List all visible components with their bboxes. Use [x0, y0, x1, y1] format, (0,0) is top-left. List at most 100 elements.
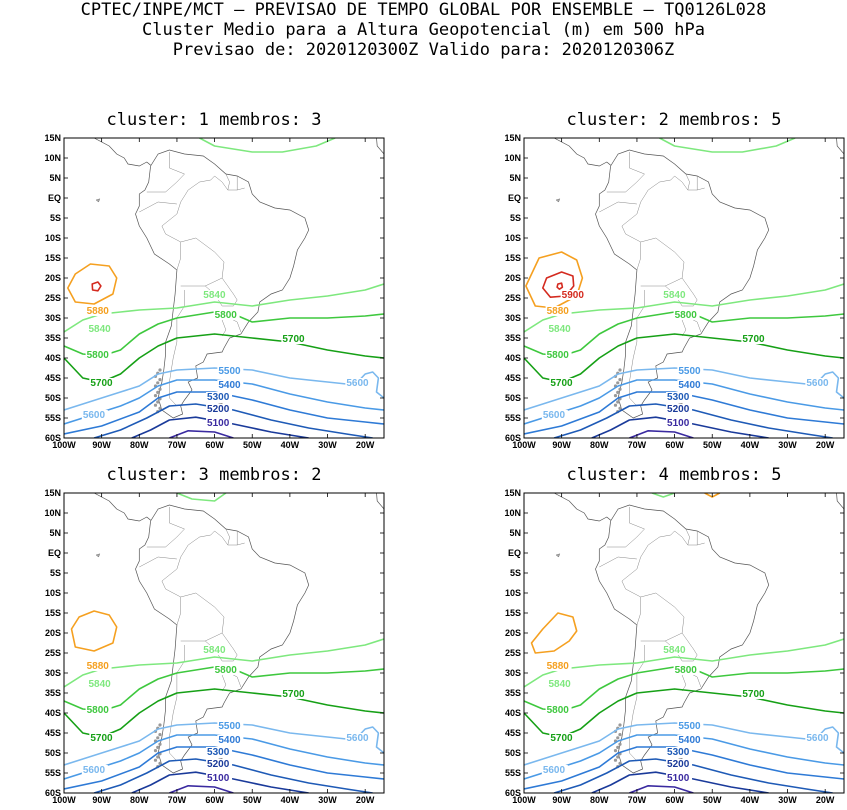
island — [555, 198, 561, 203]
contour-label: 5880 — [547, 661, 570, 672]
lon-label: 80W — [590, 440, 609, 450]
geopotential-map: 5880 5840 5840 5800 5800 5700 5700 5600 5600 5500… — [44, 133, 385, 450]
map-panel-4: cluster: 4 membros: 5 5880 5840 5840 5800 580… — [484, 465, 847, 810]
lon-label: 60W — [665, 440, 684, 450]
contour-line — [176, 493, 227, 502]
lat-label: 5S — [50, 213, 61, 223]
panel-title: cluster: 1 membros: 3 — [106, 110, 322, 130]
lat-label: 5N — [49, 528, 61, 538]
archipelago-mark — [158, 723, 162, 727]
contour-label-bg — [547, 324, 574, 334]
lat-label: 40S — [45, 708, 61, 718]
lat-label: 10N — [44, 508, 61, 518]
lat-label: EQ — [48, 548, 61, 558]
archipelago-mark — [618, 406, 622, 410]
archipelago-mark — [153, 749, 158, 753]
contour-label: 5600 — [346, 378, 369, 389]
contour-label: 5800 — [675, 665, 698, 676]
lat-label: 50S — [45, 748, 61, 758]
coastline — [582, 138, 585, 139]
country-border — [161, 530, 215, 626]
contour-label-bg — [85, 661, 112, 671]
lat-label: EQ — [508, 548, 521, 558]
contour-label: 5300 — [207, 392, 230, 403]
lat-label: 35S — [45, 688, 61, 698]
map-frame — [63, 137, 385, 439]
contour-label: 5100 — [667, 418, 690, 429]
archipelago-mark — [613, 758, 618, 762]
header-line-3: Previsao de: 2020120300Z Valido para: 20… — [172, 40, 675, 60]
contour-label: 5700 — [90, 733, 113, 744]
map-frame — [523, 492, 845, 794]
contour-label: 5840 — [663, 290, 686, 301]
coastline — [836, 138, 844, 155]
contour-label-bg — [560, 290, 587, 300]
contour-label-bg — [81, 410, 108, 420]
lat-label: 55S — [505, 413, 521, 423]
contour-label: 5800 — [675, 310, 698, 321]
contour-label-bg — [281, 689, 308, 699]
lat-label: 30S — [45, 668, 61, 678]
contour-label: 5700 — [550, 733, 573, 744]
contour-label-bg — [547, 679, 574, 689]
contour-label: 5700 — [550, 378, 573, 389]
contour-label: 5100 — [667, 773, 690, 784]
contour-label-bg — [666, 418, 693, 428]
contour-label-bg — [541, 765, 568, 775]
archipelago-mark — [153, 403, 158, 407]
island — [95, 553, 101, 558]
panel-title: cluster: 3 membros: 2 — [106, 465, 322, 485]
contour-label: 5800 — [87, 350, 110, 361]
archipelago-mark — [158, 368, 162, 372]
contour-line — [169, 430, 234, 438]
contour-label: 5300 — [667, 747, 690, 758]
contour-label-bg — [345, 378, 372, 388]
archipelago-mark — [618, 387, 622, 391]
contour-line — [659, 138, 796, 153]
coastline — [524, 138, 611, 167]
lat-label: 20S — [45, 628, 61, 638]
map-frame — [63, 492, 385, 794]
contour-label-bg — [545, 705, 572, 715]
lat-label: 15N — [504, 133, 521, 143]
contour-label-bg — [202, 645, 229, 655]
lat-label: 35S — [505, 688, 521, 698]
lat-label: 20S — [505, 628, 521, 638]
coastline — [135, 504, 310, 774]
lat-label: 15S — [45, 253, 61, 263]
archipelago-mark — [158, 406, 162, 410]
contour-label-bg — [741, 689, 768, 699]
archipelago-mark — [153, 758, 158, 762]
contour-label-bg — [206, 392, 233, 402]
lon-label: 70W — [628, 440, 647, 450]
contour-label-bg — [281, 334, 308, 344]
lat-label: 5S — [510, 568, 521, 578]
lon-label: 20W — [816, 440, 835, 450]
contour-label: 5880 — [87, 661, 110, 672]
header-line-1: CPTEC/INPE/MCT – PREVISAO DE TEMPO GLOBA… — [80, 0, 767, 20]
contour-label: 5800 — [215, 310, 238, 321]
contour-label: 5400 — [218, 735, 241, 746]
contour-label: 5500 — [218, 721, 241, 732]
archipelago-mark — [616, 736, 620, 740]
contour-label: 5200 — [207, 759, 230, 770]
geopotential-map: 5900 5880 5840 5840 5800 5800 5700 5700 5600 5600… — [504, 133, 845, 450]
lat-label: 55S — [45, 413, 61, 423]
contour-label-bg — [549, 378, 576, 388]
contour-label-bg — [206, 773, 233, 783]
coastline — [135, 149, 310, 419]
lon-label: 40W — [741, 440, 760, 450]
contour-label: 5200 — [207, 404, 230, 415]
lat-label: 30S — [45, 313, 61, 323]
country-border — [139, 201, 177, 213]
contour-label-bg — [206, 759, 233, 769]
lat-label: 10N — [504, 508, 521, 518]
contour-label-bg — [206, 747, 233, 757]
contour-label: 5880 — [547, 306, 570, 317]
contour-label-bg — [666, 392, 693, 402]
contour-label-bg — [666, 747, 693, 757]
lon-label: 30W — [778, 795, 797, 805]
lat-label: 60S — [45, 433, 61, 443]
coastline — [376, 138, 384, 155]
lat-label: 15S — [505, 608, 521, 618]
